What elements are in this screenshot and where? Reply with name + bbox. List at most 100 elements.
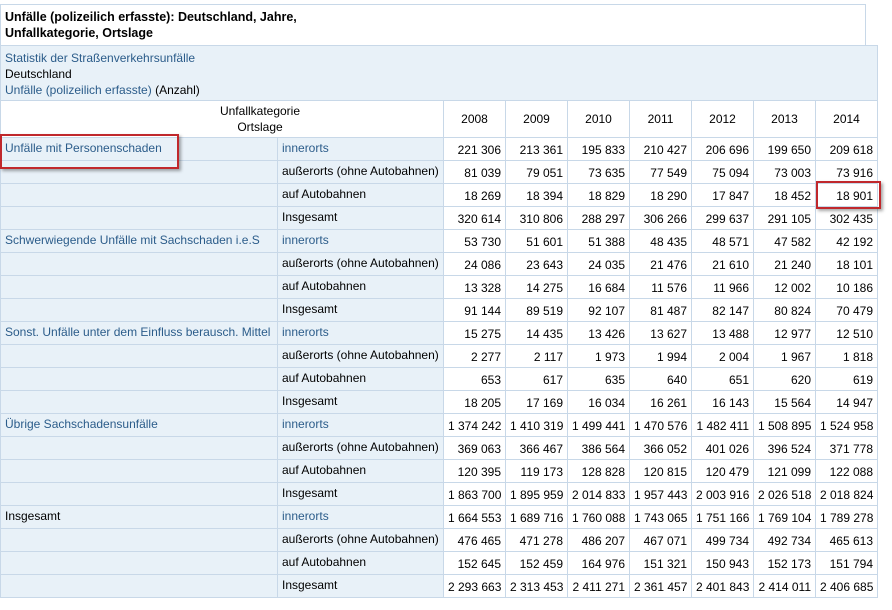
- category-cell-empty: [0, 298, 278, 322]
- value-cell: 14 275: [505, 275, 568, 299]
- year-header: 2009: [505, 100, 568, 138]
- value-cell: 24 035: [567, 252, 630, 276]
- location-label: Insgesamt: [277, 206, 444, 230]
- value-cell: 221 306: [443, 137, 506, 161]
- value-cell: 122 088: [815, 459, 878, 483]
- value-cell: 306 266: [629, 206, 692, 230]
- year-header: 2011: [629, 100, 692, 138]
- value-cell: 81 487: [629, 298, 692, 322]
- table-row: außerorts (ohne Autobahnen) 81 039 79 051 7…: [0, 160, 878, 184]
- value-cell: 1 508 895: [753, 413, 816, 437]
- location-label: auf Autobahnen: [277, 275, 444, 299]
- value-cell: 310 806: [505, 206, 568, 230]
- value-cell: 17 169: [505, 390, 568, 414]
- value-cell: 199 650: [753, 137, 816, 161]
- value-cell: 18 101: [815, 252, 878, 276]
- value-cell: 120 479: [691, 459, 754, 483]
- value-cell: 366 052: [629, 436, 692, 460]
- value-cell: 2 293 663: [443, 574, 506, 598]
- value-cell: 17 847: [691, 183, 754, 207]
- value-cell: 21 610: [691, 252, 754, 276]
- year-header: 2013: [753, 100, 816, 138]
- location-label: auf Autobahnen: [277, 183, 444, 207]
- value-cell: 15 275: [443, 321, 506, 345]
- value-cell: 128 828: [567, 459, 630, 483]
- value-cell: 1 689 716: [505, 505, 568, 529]
- value-cell: 2 004: [691, 344, 754, 368]
- category-cell-empty: [0, 459, 278, 483]
- statistic-link[interactable]: Statistik der Straßenverkehrsunfälle: [5, 51, 196, 65]
- value-cell: 82 147: [691, 298, 754, 322]
- category-cell-empty: [0, 252, 278, 276]
- value-cell: 195 833: [567, 137, 630, 161]
- value-cell: 1 743 065: [629, 505, 692, 529]
- value-cell: 24 086: [443, 252, 506, 276]
- value-cell: 42 192: [815, 229, 878, 253]
- category-cell-empty: [0, 367, 278, 391]
- location-label[interactable]: innerorts: [277, 413, 444, 437]
- table-row: auf Autobahnen 13 328 14 275 16 684 11 576 11…: [0, 275, 878, 299]
- location-label: Insgesamt: [277, 482, 444, 506]
- location-label: außerorts (ohne Autobahnen): [277, 160, 444, 184]
- location-label[interactable]: innerorts: [277, 137, 444, 161]
- category-label[interactable]: Sonst. Unfälle unter dem Einfluss beraus…: [0, 321, 278, 345]
- location-label[interactable]: innerorts: [277, 229, 444, 253]
- value-cell: 152 645: [443, 551, 506, 575]
- location-label: auf Autobahnen: [277, 551, 444, 575]
- location-label: außerorts (ohne Autobahnen): [277, 252, 444, 276]
- value-cell: 1 760 088: [567, 505, 630, 529]
- value-cell: 21 240: [753, 252, 816, 276]
- value-cell: 14 947: [815, 390, 878, 414]
- table-row: auf Autobahnen 653 617 635 640 651 620 619: [0, 367, 878, 391]
- value-cell: 16 261: [629, 390, 692, 414]
- category-cell-empty: [0, 436, 278, 460]
- location-label[interactable]: innerorts: [277, 505, 444, 529]
- value-cell: 302 435: [815, 206, 878, 230]
- value-cell: 12 977: [753, 321, 816, 345]
- category-cell-empty: [0, 482, 278, 506]
- dimension-label-category: Unfallkategorie: [219, 104, 301, 118]
- value-cell: 120 395: [443, 459, 506, 483]
- value-cell: 1 751 166: [691, 505, 754, 529]
- category-label[interactable]: Schwerwiegende Unfälle mit Sachschaden i…: [0, 229, 278, 253]
- value-cell: 53 730: [443, 229, 506, 253]
- value-cell: 635: [567, 367, 630, 391]
- year-header: 2010: [567, 100, 630, 138]
- category-label[interactable]: Übrige Sachschadensunfälle: [0, 413, 278, 437]
- value-cell: 2 014 833: [567, 482, 630, 506]
- value-cell: 471 278: [505, 528, 568, 552]
- location-label: außerorts (ohne Autobahnen): [277, 528, 444, 552]
- category-label[interactable]: Unfälle mit Personenschaden: [0, 137, 278, 161]
- value-cell: 2 026 518: [753, 482, 816, 506]
- table-row: Insgesamt 320 614 310 806 288 297 306 266 299…: [0, 206, 878, 230]
- value-cell: 120 815: [629, 459, 692, 483]
- value-cell: 2 414 011: [753, 574, 816, 598]
- value-cell: 11 576: [629, 275, 692, 299]
- value-cell: 151 794: [815, 551, 878, 575]
- location-label[interactable]: innerorts: [277, 321, 444, 345]
- value-cell: 48 435: [629, 229, 692, 253]
- category-cell-empty: [0, 183, 278, 207]
- measure-link[interactable]: Unfälle (polizeilich erfasste): [5, 83, 152, 97]
- table-info: Statistik der Straßenverkehrsunfälle Deu…: [0, 45, 878, 101]
- table-row: Schwerwiegende Unfälle mit Sachschaden i…: [0, 229, 878, 253]
- value-cell: 18 269: [443, 183, 506, 207]
- location-label: Insgesamt: [277, 390, 444, 414]
- value-cell: 617: [505, 367, 568, 391]
- value-cell: 13 488: [691, 321, 754, 345]
- table-row: außerorts (ohne Autobahnen) 2 277 2 117 1 9…: [0, 344, 878, 368]
- value-cell: 396 524: [753, 436, 816, 460]
- value-cell: 320 614: [443, 206, 506, 230]
- value-cell: 92 107: [567, 298, 630, 322]
- value-cell: 121 099: [753, 459, 816, 483]
- value-cell: 18 829: [567, 183, 630, 207]
- value-cell: 79 051: [505, 160, 568, 184]
- table-row: Insgesamt 2 293 663 2 313 453 2 411 271 2 36…: [0, 574, 878, 598]
- location-label: auf Autobahnen: [277, 459, 444, 483]
- value-cell: 499 734: [691, 528, 754, 552]
- value-cell: 620: [753, 367, 816, 391]
- value-cell: 1 769 104: [753, 505, 816, 529]
- value-cell: 13 627: [629, 321, 692, 345]
- category-cell-empty: [0, 344, 278, 368]
- value-cell: 2 411 271: [567, 574, 630, 598]
